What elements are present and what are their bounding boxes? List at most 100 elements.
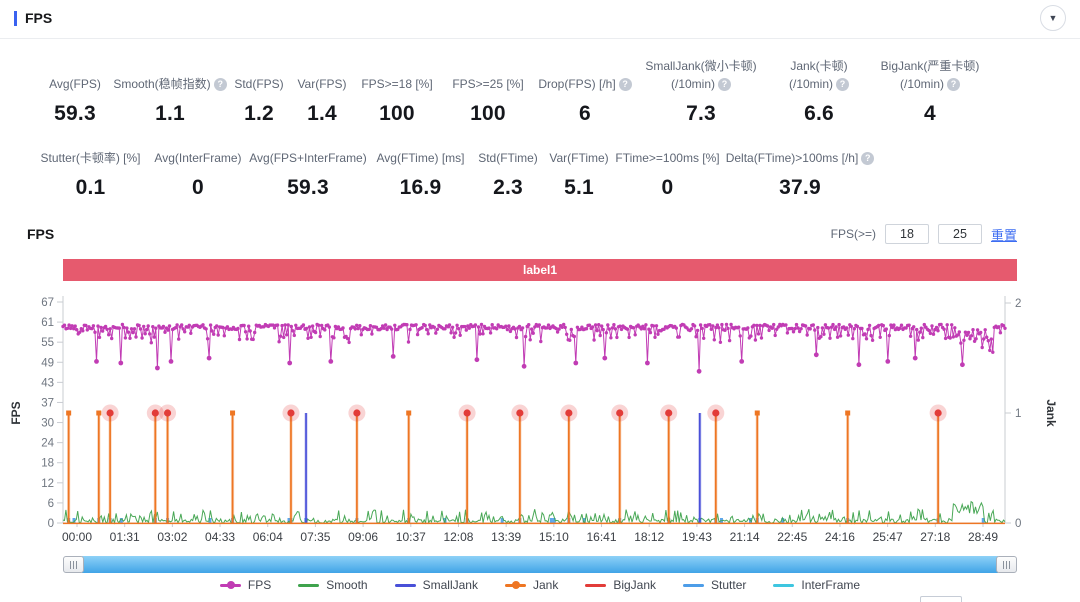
metric-ftime-100ms: FTime>=100ms [%] 0 <box>615 150 720 200</box>
legend-label: FPS <box>247 578 272 592</box>
legend-label: Stutter <box>711 578 747 592</box>
help-icon[interactable]: ? <box>836 77 849 91</box>
metric-std-ftime: Std(FTime) 2.3 <box>473 150 543 200</box>
metric-value: 59.3 <box>54 102 96 125</box>
reset-link[interactable]: 重置 <box>990 227 1017 243</box>
metric-value: 0 <box>192 176 204 200</box>
svg-text:1: 1 <box>1015 408 1021 420</box>
chevron-down-icon: ▼ <box>1048 13 1058 23</box>
chart-scrollbar <box>63 556 1017 573</box>
legend-label: Jank <box>532 578 559 592</box>
legend-item-smooth[interactable]: Smooth <box>298 578 368 592</box>
svg-text:25:47: 25:47 <box>873 530 903 544</box>
scrollbar-track[interactable] <box>82 556 998 573</box>
fps-threshold-filter: FPS(>=) 重置 <box>831 224 1017 244</box>
scrollbar-right-handle[interactable] <box>996 556 1017 573</box>
svg-text:15:10: 15:10 <box>539 530 569 544</box>
metric-label: Avg(InterFrame) <box>154 151 242 165</box>
help-icon[interactable]: ? <box>618 77 632 91</box>
metric-fps-25: FPS>=25 [%] 100 <box>442 57 534 126</box>
legend-label: BigJank <box>613 578 657 592</box>
help-icon[interactable]: ? <box>947 77 960 91</box>
metric-smooth: Smooth(稳帧指数)? 1.1 <box>113 57 227 126</box>
legend-label: InterFrame <box>801 578 861 592</box>
svg-text:07:35: 07:35 <box>300 530 330 544</box>
metric-value: 5.1 <box>564 176 594 200</box>
legend-item-interframe[interactable]: InterFrame <box>773 578 860 592</box>
svg-text:2: 2 <box>1015 298 1021 310</box>
svg-text:55: 55 <box>41 337 54 349</box>
metric-label: Std(FTime) <box>478 151 538 165</box>
metric-value: 1.1 <box>155 102 185 125</box>
metric-label: Drop(FPS) [/h]? <box>538 57 632 93</box>
metric-value: 6.6 <box>804 102 834 125</box>
svg-text:30: 30 <box>41 418 54 430</box>
metric-value: 4 <box>924 102 936 125</box>
svg-text:FPS: FPS <box>9 401 23 424</box>
panel-header: FPS <box>14 10 52 26</box>
metric-avg-ftime-ms: Avg(FTime) [ms] 16.9 <box>368 150 473 200</box>
scrollbar-left-handle[interactable] <box>63 556 84 573</box>
svg-text:24:16: 24:16 <box>825 530 855 544</box>
svg-text:10:37: 10:37 <box>396 530 426 544</box>
help-icon[interactable]: ? <box>861 152 875 166</box>
svg-text:12:08: 12:08 <box>443 530 473 544</box>
metric-label: Avg(FPS+InterFrame) <box>249 151 367 165</box>
chart-title: FPS <box>27 226 55 242</box>
metric-value: 7.3 <box>686 102 716 125</box>
svg-text:03:02: 03:02 <box>157 530 187 544</box>
svg-text:06:04: 06:04 <box>253 530 283 544</box>
legend-item-bigjank[interactable]: BigJank <box>585 578 656 592</box>
svg-text:09:06: 09:06 <box>348 530 378 544</box>
svg-text:22:45: 22:45 <box>777 530 807 544</box>
header-divider <box>0 38 1080 39</box>
svg-text:04:33: 04:33 <box>205 530 235 544</box>
partial-input-box[interactable] <box>920 596 962 602</box>
metric-label: Stutter(卡顿率) [%] <box>40 151 141 165</box>
metric-value: 37.9 <box>779 176 821 200</box>
legend-item-jank[interactable]: Jank <box>504 578 559 592</box>
metric-value: 0 <box>661 176 674 200</box>
fps-threshold-label: FPS(>=) <box>830 227 876 241</box>
legend-marker-icon <box>219 581 241 589</box>
metric-avg-fps: Avg(FPS) 59.3 <box>36 57 114 126</box>
metric-stutter: Stutter(卡顿率) [%] 0.1 <box>33 150 148 200</box>
fps-threshold-input-high[interactable] <box>937 224 982 244</box>
svg-text:18: 18 <box>41 458 54 470</box>
help-icon[interactable]: ? <box>213 77 227 91</box>
legend-label: Smooth <box>326 578 368 592</box>
metric-value: 1.2 <box>244 102 274 125</box>
svg-text:0: 0 <box>48 518 54 530</box>
label-banner[interactable]: label1 <box>63 259 1017 281</box>
svg-text:6: 6 <box>48 498 54 510</box>
svg-text:18:12: 18:12 <box>634 530 664 544</box>
metric-var-fps: Var(FPS) 1.4 <box>292 57 352 126</box>
legend-marker-icon <box>773 581 795 589</box>
label-banner-text: label1 <box>522 263 558 277</box>
metric-jank: Jank(卡顿) (/10min)? 6.6 <box>766 57 872 126</box>
svg-text:13:39: 13:39 <box>491 530 521 544</box>
metric-label: Var(FTime) <box>549 151 609 165</box>
metric-avg-interframe: Avg(InterFrame) 0 <box>148 150 248 200</box>
legend-item-stutter[interactable]: Stutter <box>683 578 746 592</box>
metric-bigjank: BigJank(严重卡顿) (/10min)? 4 <box>872 57 988 126</box>
metric-value: 16.9 <box>399 176 442 200</box>
legend-item-smalljank[interactable]: SmallJank <box>394 578 478 592</box>
chart-legend: FPS Smooth SmallJank Jank BigJank Stutter Inte… <box>0 578 1080 592</box>
svg-text:67: 67 <box>41 297 54 309</box>
metric-value: 1.4 <box>307 102 337 125</box>
fps-threshold-input-low[interactable] <box>884 224 929 244</box>
metric-label: Std(FPS) <box>234 76 284 91</box>
metric-label: Avg(FTime) [ms] <box>376 151 465 165</box>
svg-text:19:43: 19:43 <box>682 530 712 544</box>
collapse-button[interactable]: ▼ <box>1040 5 1066 31</box>
svg-text:28:49: 28:49 <box>968 530 998 544</box>
metric-drop-fps-h: Drop(FPS) [/h]? 6 <box>534 57 636 126</box>
legend-item-fps[interactable]: FPS <box>219 578 272 592</box>
legend-marker-icon <box>683 581 705 589</box>
metric-label: Jank(卡顿) (/10min)? <box>788 59 849 91</box>
accent-bar <box>14 10 17 26</box>
fps-chart[interactable]: 67 61 55 49 43 37 30 24 18 12 6 0 2 1 0 FPS Jank 00:00 01:… <box>0 288 1080 550</box>
metric-label: Avg(FPS) <box>49 76 101 91</box>
help-icon[interactable]: ? <box>718 77 731 91</box>
